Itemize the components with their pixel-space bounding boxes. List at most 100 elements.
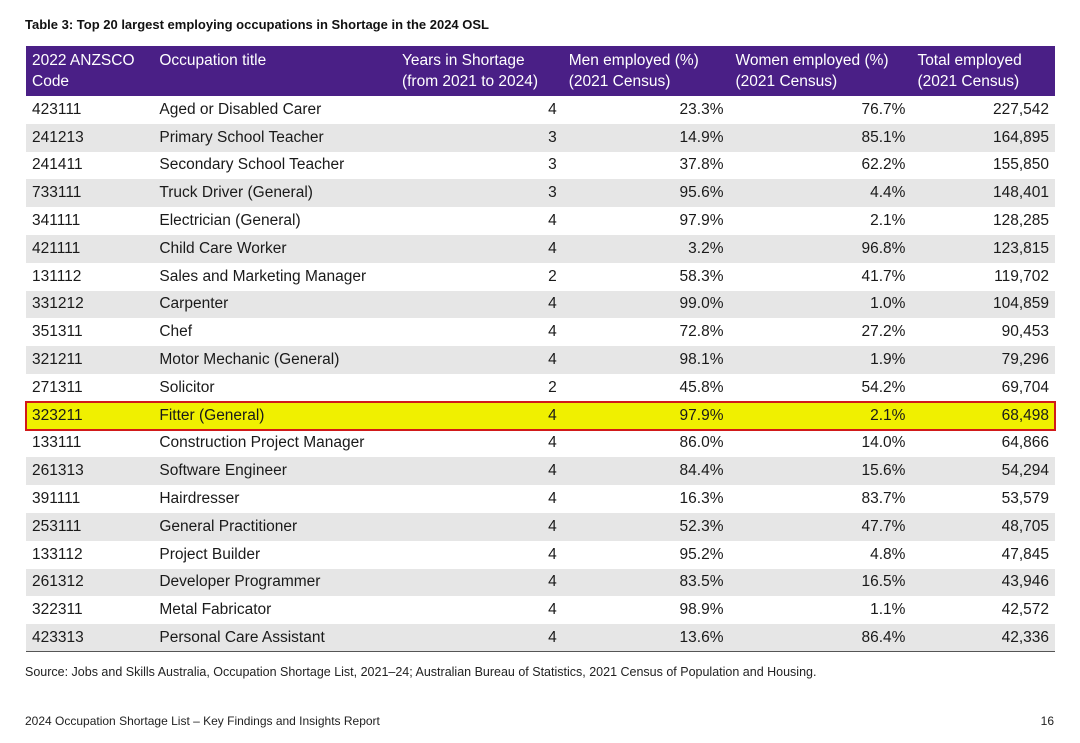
cell-men: 37.8%	[679, 156, 724, 174]
cell-code: 271311	[32, 378, 83, 396]
cell-code: 131112	[32, 267, 82, 285]
cell-total: 43,946	[911, 568, 1055, 597]
cell-women: 14.0%	[861, 434, 906, 452]
cell-title: Project Builder	[159, 545, 261, 563]
cell-code: 391111	[32, 490, 81, 508]
table-row: 351311 Chef 4 72.8% 27.2% 90,453	[26, 318, 1055, 346]
cell-title: Motor Mechanic (General)	[153, 346, 396, 374]
cell-title: Aged or Disabled Carer	[159, 100, 322, 118]
cell-men: 97.9%	[679, 212, 724, 230]
table-row: 133111 Construction Project Manager 4 86.0%…	[26, 430, 1055, 458]
cell-men: 99.0%	[562, 290, 730, 319]
cell-title: Hairdresser	[159, 490, 240, 508]
cell-total: 90,453	[1001, 323, 1049, 341]
cell-total: 64,866	[1001, 434, 1049, 452]
cell-title: Carpenter	[153, 290, 396, 319]
cell-title: Fitter (General)	[153, 401, 396, 430]
cell-title: Software Engineer	[153, 457, 396, 486]
cell-total: 164,895	[911, 123, 1055, 152]
table-row: 261313 Software Engineer 4 84.4% 15.6% 54,294	[26, 457, 1055, 486]
table-row: 133112 Project Builder 4 95.2% 4.8% 47,845	[26, 541, 1055, 569]
cell-title: Developer Programmer	[153, 568, 396, 597]
cell-code: 423313	[26, 624, 154, 652]
cell-men: 3.2%	[562, 234, 730, 263]
cell-men: 23.3%	[679, 100, 724, 118]
cell-years: 4	[395, 624, 563, 652]
cell-title: Personal Care Assistant	[153, 624, 396, 652]
cell-men: 14.9%	[562, 123, 730, 152]
cell-total: 227,542	[992, 100, 1049, 118]
cell-women: 1.1%	[870, 601, 906, 619]
cell-total: 79,296	[911, 346, 1055, 374]
cell-title: Construction Project Manager	[159, 434, 365, 452]
cell-code: 261313	[26, 457, 154, 486]
cell-men: 13.6%	[562, 624, 730, 652]
cell-women: 27.2%	[861, 323, 906, 341]
cell-total: 69,704	[1001, 378, 1049, 396]
cell-title: Truck Driver (General)	[153, 179, 396, 208]
cell-code: 321211	[26, 346, 154, 374]
cell-total: 148,401	[911, 179, 1055, 208]
cell-code: 323211	[26, 401, 154, 430]
cell-title: General Practitioner	[153, 512, 396, 541]
cell-years: 4	[395, 512, 563, 541]
cell-men: 84.4%	[562, 457, 730, 486]
table-row: 271311 Solicitor 2 45.8% 54.2% 69,704	[26, 374, 1055, 402]
table-row-highlighted: 323211 Fitter (General) 4 97.9% 2.1% 68,498	[25, 400, 1056, 431]
cell-code: 133112	[32, 545, 83, 563]
cell-women: 85.1%	[729, 123, 912, 152]
cell-women: 4.4%	[729, 179, 912, 208]
table-row: 341111 Electrician (General) 4 97.9% 2.1% 128…	[26, 207, 1055, 235]
table-header: 2022 ANZSCO Code Occupation title Years i…	[26, 46, 1055, 96]
table-row: 241213 Primary School Teacher 3 14.9% 85.1% 1…	[26, 123, 1055, 152]
table-row: 733111 Truck Driver (General) 3 95.6% 4.4% 14…	[26, 179, 1055, 208]
cell-men: 83.5%	[562, 568, 730, 597]
table-row: 321211 Motor Mechanic (General) 4 98.1% 1.9%…	[26, 346, 1055, 374]
column-header-years: Years in Shortage (from 2021 to 2024)	[401, 52, 539, 90]
cell-code: 241213	[26, 123, 154, 152]
cell-total: 123,815	[911, 234, 1055, 263]
cell-women: 41.7%	[861, 267, 906, 285]
cell-years: 4	[548, 434, 557, 452]
cell-women: 4.8%	[870, 545, 906, 563]
cell-men: 16.3%	[679, 490, 724, 508]
cell-years: 4	[395, 234, 563, 263]
cell-title: Child Care Worker	[153, 234, 396, 263]
table-caption: Table 3: Top 20 largest employing occupa…	[25, 17, 490, 32]
cell-years: 4	[395, 568, 563, 597]
cell-women: 62.2%	[861, 156, 906, 174]
cell-title: Chef	[159, 323, 193, 341]
cell-years: 3	[395, 179, 563, 208]
column-header-title: Occupation title	[159, 52, 267, 69]
cell-years: 4	[548, 545, 557, 563]
table-row: 241411 Secondary School Teacher 3 37.8% 62.2…	[26, 152, 1055, 180]
table-row: 423111 Aged or Disabled Carer 4 23.3% 76.7% 2…	[26, 96, 1055, 124]
cell-women: 86.4%	[729, 624, 912, 652]
cell-total: 48,705	[911, 512, 1055, 541]
cell-years: 3	[395, 123, 563, 152]
cell-men: 95.2%	[679, 545, 724, 563]
cell-women: 15.6%	[729, 457, 912, 486]
occupation-table: 2022 ANZSCO Code Occupation title Years i…	[25, 46, 1056, 652]
cell-women: 1.0%	[729, 290, 912, 319]
cell-men: 45.8%	[679, 378, 724, 396]
cell-code: 241411	[32, 156, 83, 174]
cell-title: Sales and Marketing Manager	[159, 267, 367, 285]
cell-women: 2.1%	[729, 401, 912, 430]
cell-years: 4	[548, 601, 557, 619]
cell-women: 47.7%	[729, 512, 912, 541]
table-row: 391111 Hairdresser 4 16.3% 83.7% 53,579	[26, 485, 1055, 513]
cell-total: 128,285	[992, 212, 1049, 230]
cell-women: 76.7%	[861, 100, 906, 118]
cell-women: 54.2%	[861, 378, 906, 396]
cell-men: 72.8%	[679, 323, 724, 341]
cell-code: 421111	[26, 234, 154, 263]
cell-men: 58.3%	[679, 267, 724, 285]
table-row: 331212 Carpenter 4 99.0% 1.0% 104,859	[26, 290, 1055, 319]
table-row: 131112 Sales and Marketing Manager 2 58.3% 4…	[26, 263, 1055, 291]
cell-men: 97.9%	[562, 401, 730, 430]
table-row: 322311 Metal Fabricator 4 98.9% 1.1% 42,572	[26, 596, 1055, 624]
cell-years: 4	[395, 401, 563, 430]
cell-title: Secondary School Teacher	[159, 156, 345, 174]
table-row: 253111 General Practitioner 4 52.3% 47.7% 48,…	[26, 512, 1055, 541]
